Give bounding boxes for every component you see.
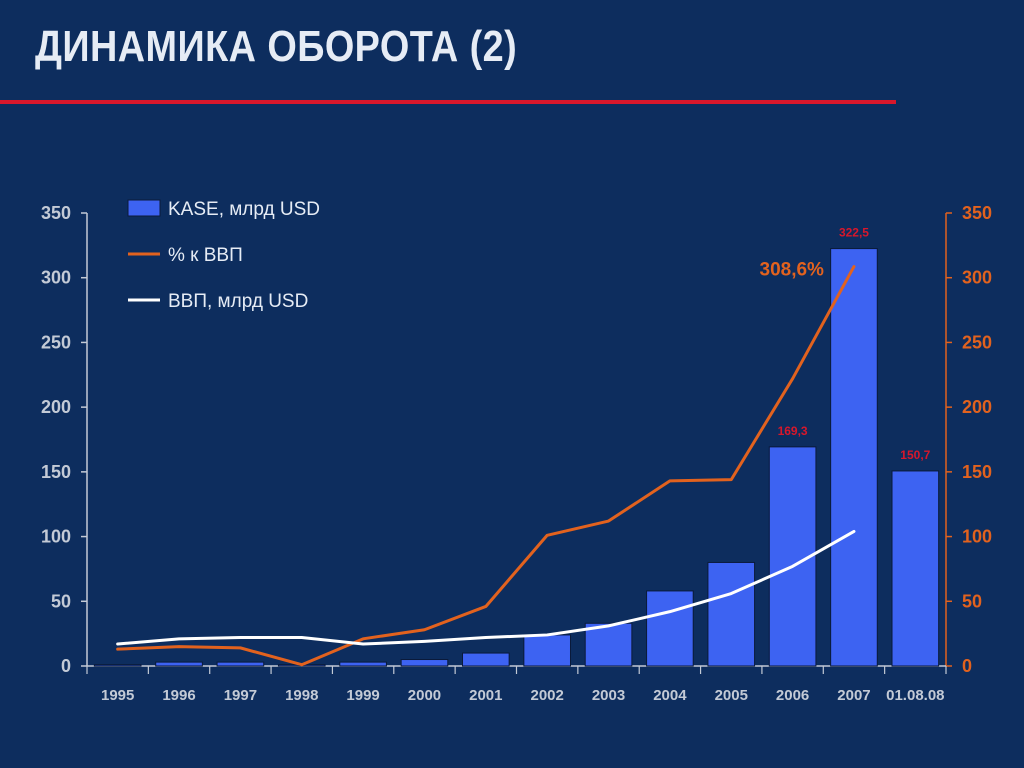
x-axis-tick-label: 2003 [592, 687, 625, 704]
gdp-line [116, 529, 856, 646]
x-axis-tick-label: 01.08.08 [886, 687, 944, 704]
axes-layer: 0 50 100 150 200 250 300 350 0 50 100 150 200 250 300 3… [41, 203, 992, 704]
slide-title: ДИНАМИКА ОБОРОТА (2) [35, 22, 518, 71]
lines-layer [116, 265, 856, 667]
x-axis-tick-label: 2004 [653, 687, 687, 704]
labels-layer: 169,3 322,5 150,7 308,6% [760, 226, 931, 462]
bar [707, 561, 756, 667]
bar [339, 661, 387, 667]
bar-data-label: 322,5 [839, 226, 869, 240]
left-axis-tick-label: 350 [41, 203, 71, 223]
bar [400, 659, 449, 667]
x-axis-tick-label: 2000 [408, 687, 441, 704]
right-axis-tick-label: 100 [962, 527, 992, 547]
bar [646, 590, 694, 667]
x-axis-tick-label: 1996 [162, 687, 195, 704]
legend-swatch-kase [127, 199, 161, 217]
bars-layer [93, 248, 940, 667]
x-axis-tick-label: 2006 [776, 687, 809, 704]
left-axis-tick-label: 0 [61, 656, 71, 676]
left-axis-tick-label: 50 [51, 591, 71, 611]
bar [830, 248, 878, 667]
legend-label-pct: % к ВВП [168, 245, 243, 266]
x-axis-tick-label: 1997 [224, 687, 257, 704]
left-axis-tick-label: 100 [41, 527, 71, 547]
bar [216, 661, 265, 667]
bar [462, 652, 510, 667]
right-axis-tick-label: 350 [962, 203, 992, 223]
bar [523, 634, 571, 667]
pct-gdp-line [116, 265, 856, 667]
right-axis-tick-label: 200 [962, 397, 992, 417]
x-axis-tick-label: 1995 [101, 687, 134, 704]
legend-label-gdp: ВВП, млрд USD [168, 291, 308, 312]
left-axis-tick-label: 150 [41, 462, 71, 482]
pct-gdp-end-label: 308,6% [760, 260, 825, 281]
x-axis-tick-label: 2001 [469, 687, 502, 704]
right-axis-tick-label: 150 [962, 462, 992, 482]
bar [155, 661, 203, 667]
right-axis-tick-label: 300 [962, 268, 992, 288]
bar [891, 470, 940, 667]
bar [584, 622, 633, 667]
x-axis-tick-label: 1999 [346, 687, 379, 704]
right-axis-tick-label: 250 [962, 332, 992, 352]
legend-label-kase: KASE, млрд USD [168, 199, 320, 220]
right-axis-tick-label: 0 [962, 656, 972, 676]
left-axis-tick-label: 200 [41, 397, 71, 417]
left-axis-tick-label: 250 [41, 332, 71, 352]
x-axis-tick-label: 2007 [837, 687, 870, 704]
bar [93, 664, 142, 667]
x-axis-tick-label: 2002 [530, 687, 563, 704]
x-axis-tick-label: 1998 [285, 687, 318, 704]
title-rule [0, 100, 896, 104]
left-axis-tick-label: 300 [41, 268, 71, 288]
bar-data-label: 150,7 [900, 448, 930, 462]
x-axis-tick-label: 2005 [715, 687, 748, 704]
bar-data-label: 169,3 [778, 424, 808, 438]
right-axis-tick-label: 50 [962, 591, 982, 611]
legend: KASE, млрд USD % к ВВП ВВП, млрд USD [127, 199, 320, 312]
